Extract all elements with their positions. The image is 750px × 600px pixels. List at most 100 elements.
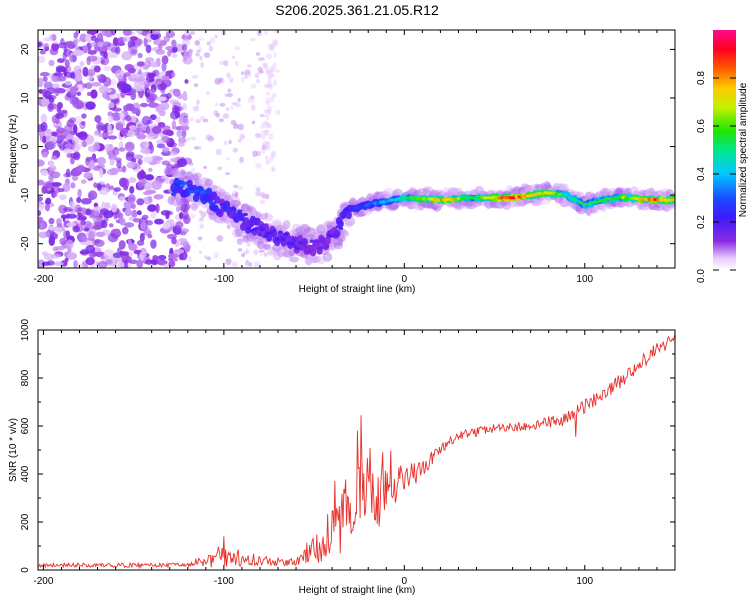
heatmap-cell [94,115,102,123]
heatmap-cell [128,259,139,264]
heatmap-cell [182,210,189,220]
heatmap-cell [85,101,96,110]
heatmap-cell [64,124,73,133]
heatmap-cell [141,30,148,37]
heatmap-cell [265,140,271,145]
heatmap-cell [121,226,129,235]
heatmap-cell [48,173,54,182]
heatmap-cell [234,213,240,217]
heatmap-cell [204,178,214,187]
heatmap-cell [187,256,192,262]
heatmap-cell [54,226,63,235]
heatmap-cell [169,151,178,157]
heatmap-cell [237,97,241,103]
heatmap-cell [89,42,99,47]
heatmap-cell [258,249,265,253]
heatmap-cell [184,79,189,84]
heatmap-cell [256,30,262,36]
heatmap-cell [267,105,272,113]
heatmap-cell [48,217,55,225]
heatmap-cell [270,150,277,157]
heatmap-cell [87,190,98,201]
heatmap-cell [300,241,306,245]
heatmap-cell [178,137,187,144]
heatmap-cell [263,62,269,70]
heatmap-cell [292,244,298,248]
heatmap-cell [139,102,149,108]
heatmap-cell [205,90,211,96]
heatmap-cell [71,174,79,181]
heatmap-cell [151,125,162,135]
heatmap-cell [676,200,682,210]
heatmap-cell [238,138,242,143]
heatmap-cell [110,30,117,36]
heatmap-cell [203,52,211,58]
heatmap-cell [109,185,115,191]
heatmap-cell [103,202,111,210]
heatmap-cell [229,77,234,84]
heatmap-cell [265,115,270,121]
heatmap-cell [165,30,176,38]
snr-panel: -200 -100 0 100 0 200 400 600 800 1000 Height of… [8,318,676,596]
heatmap-cell [52,40,59,45]
heatmap-cell [97,41,104,48]
heatmap-cell [260,227,266,231]
heatmap-cell [89,265,95,268]
y-tick-label: 0 [20,143,31,149]
heatmap-cell [66,40,75,49]
heatmap-cell [94,239,105,247]
heatmap-cell [136,210,142,216]
heatmap-cell [60,214,67,219]
heatmap-cell [295,246,300,251]
heatmap-cell [76,143,82,151]
heatmap-cell [255,162,262,169]
heatmap-cell [86,56,91,66]
heatmap-cell [263,252,268,257]
heatmap-cell [48,225,55,231]
heatmap-cell [95,231,106,238]
colorbar: 0.0 0.2 0.4 0.6 0.8 Normalized spectral ampl… [696,30,749,283]
heatmap-cell [226,92,234,98]
heatmap-cell [269,155,274,162]
heatmap-cell [55,112,64,120]
heatmap-cell [131,209,138,219]
x-tick-label: 100 [576,274,593,285]
heatmap-cell [57,42,67,49]
heatmap-cell [282,219,291,230]
heatmap-cell [194,146,200,150]
y-tick-label: 1000 [20,318,31,341]
heatmap-cell [265,160,271,165]
heatmap-cell [241,253,246,258]
y-tick-label: 600 [20,417,31,434]
heatmap-cell [64,257,69,262]
heatmap-cell [638,202,651,211]
heatmap-cell [114,69,125,80]
heatmap-cell [185,193,191,197]
heatmap-cell [239,133,246,140]
heatmap-cell [57,75,67,82]
heatmap-cell [76,83,83,89]
heatmap-cell [108,102,115,109]
heatmap-cell [112,252,123,259]
heatmap-cell [220,202,225,207]
heatmap-cell [269,43,276,50]
heatmap-cell [188,162,194,166]
heatmap-cell [266,108,272,114]
heatmap-cell [198,250,203,254]
heatmap-cell [188,48,193,54]
heatmap-cell [127,194,136,204]
heatmap-cell [226,224,231,230]
heatmap-cell [42,135,47,144]
heatmap-cell [264,155,268,159]
heatmap-cell [263,109,269,114]
heatmap-cell [48,235,55,246]
heatmap-cell [110,203,118,213]
heatmap-cell [181,103,188,111]
heatmap-cell [57,188,65,193]
heatmap-cell [93,130,100,137]
heatmap-cell [176,158,188,167]
heatmap-cell [130,91,137,101]
heatmap-cell [200,61,204,68]
heatmap-cell [277,230,283,234]
